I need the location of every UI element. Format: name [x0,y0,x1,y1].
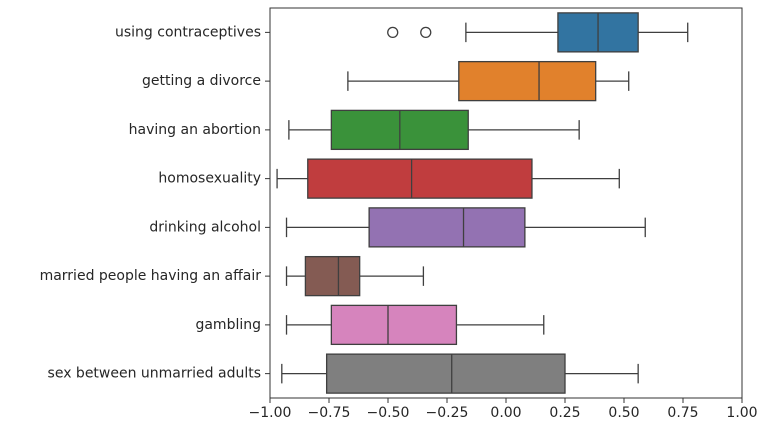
box-6 [330,304,458,346]
category-label-4: drinking alcohol [149,219,261,235]
flier-0-0 [387,26,399,39]
category-label-3: homosexuality [158,171,261,187]
box-5 [304,255,361,297]
box-group-3 [276,158,620,199]
box-7 [325,353,566,394]
category-label-1: getting a divorce [142,73,261,89]
box-1 [458,60,597,102]
category-label-6: gambling [195,317,261,333]
category-labels: using contraceptives getting a divorce hav… [40,24,270,382]
box-group-1 [347,60,630,102]
box-group-0 [387,12,689,53]
x-tick-label-0: −1.00 [249,405,292,421]
x-tick-label-8: 1.00 [726,405,757,421]
x-tick-label-3: −0.25 [426,405,469,421]
x-tick-label-1: −0.75 [308,405,351,421]
category-label-7: sex between unmarried adults [48,366,261,382]
x-tick-label-5: 0.25 [549,405,580,421]
box-group-6 [285,304,545,346]
box-group-2 [288,109,580,151]
box-group-7 [281,353,639,394]
box-3 [307,158,533,199]
boxes-layer [276,12,689,394]
box-group-4 [285,207,646,248]
category-label-5: married people having an affair [40,268,262,284]
plot-frame [269,7,743,399]
box-4 [368,207,526,248]
box-group-5 [285,255,425,297]
flier-0-1 [420,26,432,39]
x-tick-label-7: 0.75 [667,405,698,421]
x-tick-label-2: −0.50 [367,405,410,421]
x-axis: −1.00 −0.75 −0.50 −0.25 0.00 0.25 0.50 0.75 1.00 [249,398,758,421]
x-tick-label-6: 0.50 [608,405,639,421]
category-label-2: having an abortion [129,122,261,138]
x-tick-label-4: 0.00 [490,405,521,421]
category-label-0: using contraceptives [115,24,261,40]
